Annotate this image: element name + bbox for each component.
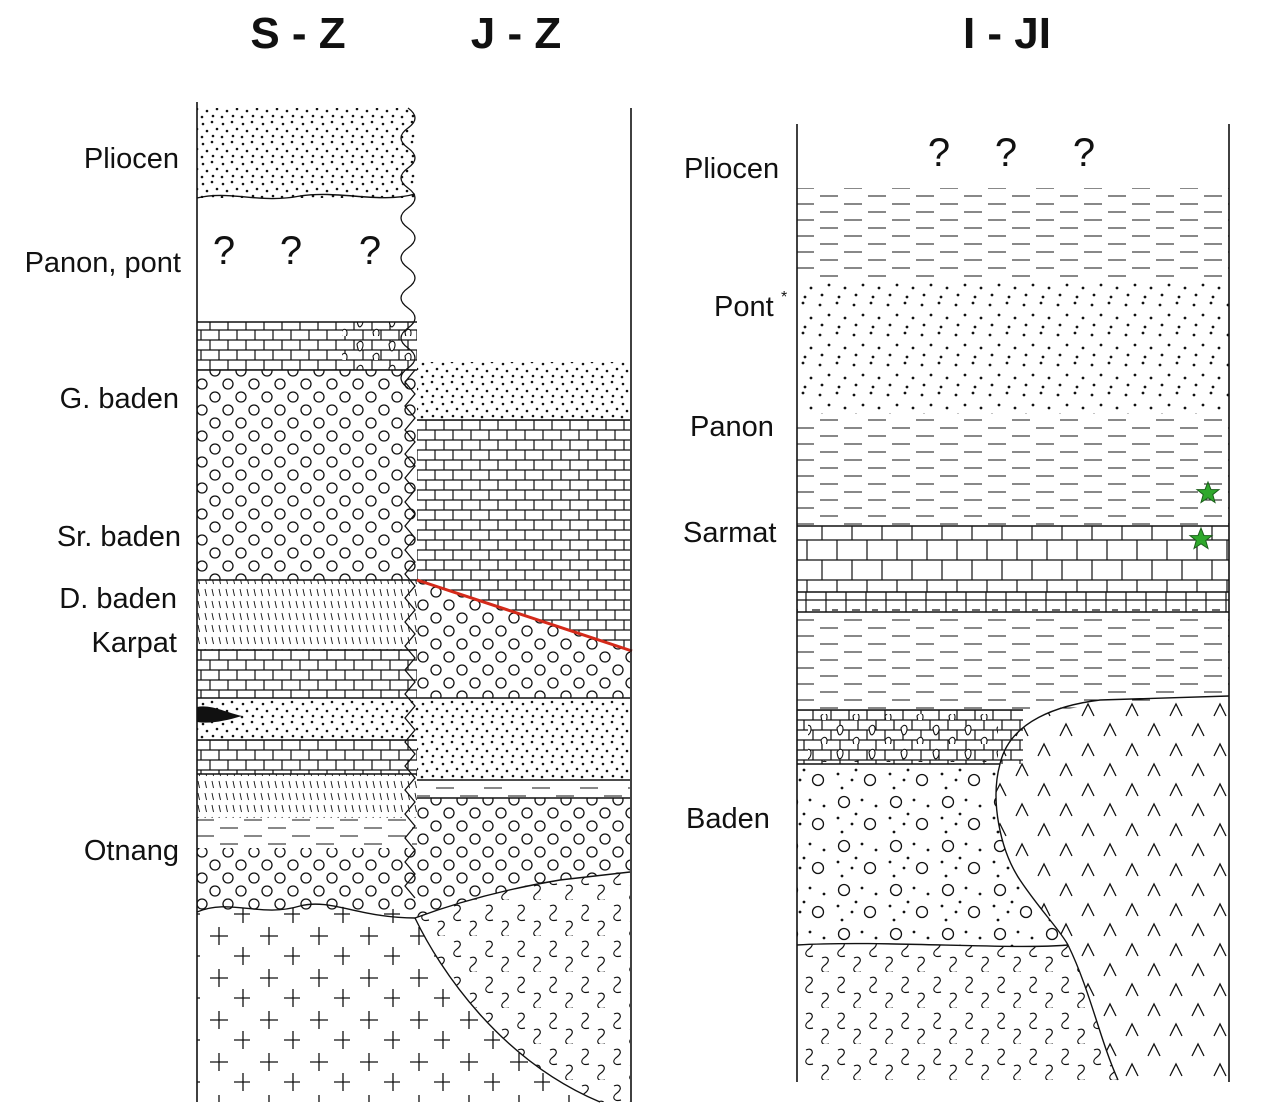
label-karpat: Karpat	[92, 627, 177, 659]
shell-fossils-right	[808, 714, 998, 762]
layer-sz-sand-karpat	[197, 698, 417, 740]
unknown-mark: ?	[1073, 131, 1095, 175]
left-stratigraphic-column: ? ? ? Pliocen Panon, pont G. baden Sr. b…	[25, 102, 633, 1103]
unknown-mark: ?	[280, 229, 302, 273]
layer-sz-limestone-lower	[197, 740, 417, 774]
layer-jz-limestone-baden	[417, 420, 630, 582]
column-title-sz: S - Z	[250, 9, 345, 58]
unconformity-zigzag-upper	[400, 107, 416, 389]
label-otnang: Otnang	[84, 835, 179, 867]
layer-volcanic-andesite	[996, 696, 1229, 1080]
unknown-mark: ?	[928, 131, 950, 175]
unknown-mark: ?	[995, 131, 1017, 175]
label-pont-asterisk: *	[781, 289, 787, 306]
layer-clay-pliocene	[797, 188, 1229, 282]
shell-fossils	[342, 322, 416, 370]
label-panon-pont: Panon, pont	[25, 247, 181, 279]
layer-sz-clay-otnang	[197, 818, 417, 848]
label-panon: Panon	[690, 411, 774, 443]
layer-sand-baden	[797, 764, 1068, 947]
green-star-marker	[1195, 480, 1221, 504]
unknown-mark: ?	[359, 229, 381, 273]
layer-sz-pliocene-sand	[197, 108, 415, 198]
column-title-ijl: I - JI	[963, 9, 1051, 58]
layer-jz-sand-top	[417, 362, 630, 420]
layer-clay-upper-baden	[797, 612, 1229, 710]
layer-jz-sand-karpat	[417, 698, 630, 780]
layer-sz-silt-otnang	[197, 774, 417, 818]
layer-marl-sarmat	[797, 592, 1229, 612]
boundary-sz-basement-top	[196, 903, 416, 919]
label-pliocen-right: Pliocen	[684, 153, 779, 185]
label-g-baden: G. baden	[60, 383, 179, 415]
layer-sand-pont	[797, 282, 1229, 414]
layer-sz-limestone-karpat	[197, 650, 417, 698]
layer-limestone-sarmat	[797, 526, 1229, 592]
coal-lens	[197, 706, 242, 723]
layer-sz-silt-dbaden	[197, 580, 417, 650]
label-sarmat: Sarmat	[683, 517, 776, 549]
right-stratigraphic-column: ? ? ? Pliocen Pont * Panon Sarmat Baden	[683, 124, 1230, 1082]
fault-line	[416, 578, 633, 653]
boundary-sz-pliocene-base	[196, 193, 416, 200]
unconformity-zigzag-lower	[404, 369, 416, 899]
column-title-jz: J - Z	[471, 9, 561, 58]
boundary-basement-contact	[414, 871, 631, 919]
label-baden: Baden	[686, 803, 770, 835]
boundary-volcanic-contact	[995, 695, 1230, 1081]
boundary-schist-top	[796, 942, 1069, 948]
label-sr-baden: Sr. baden	[57, 521, 181, 553]
layer-jz-clay-karpat	[417, 780, 630, 798]
layer-jz-conglomerate-karpat	[417, 580, 630, 698]
unknown-mark: ?	[213, 229, 235, 273]
layer-sz-conglomerate-baden	[197, 370, 417, 580]
label-pont: Pont	[714, 291, 774, 323]
layer-schist-basement-right	[797, 943, 1118, 1080]
layer-jz-schist-basement	[415, 872, 630, 1102]
layer-clay-panon	[797, 414, 1229, 526]
layer-sz-conglomerate-otnang	[197, 848, 417, 910]
layer-jz-conglomerate-otnang	[415, 798, 630, 918]
green-star-marker	[1188, 526, 1214, 550]
label-pliocen-left: Pliocen	[84, 143, 179, 175]
label-d-baden: D. baden	[59, 583, 177, 615]
boundary-basement-divide	[414, 917, 601, 1103]
layer-sz-crystalline-basement	[197, 904, 600, 1102]
